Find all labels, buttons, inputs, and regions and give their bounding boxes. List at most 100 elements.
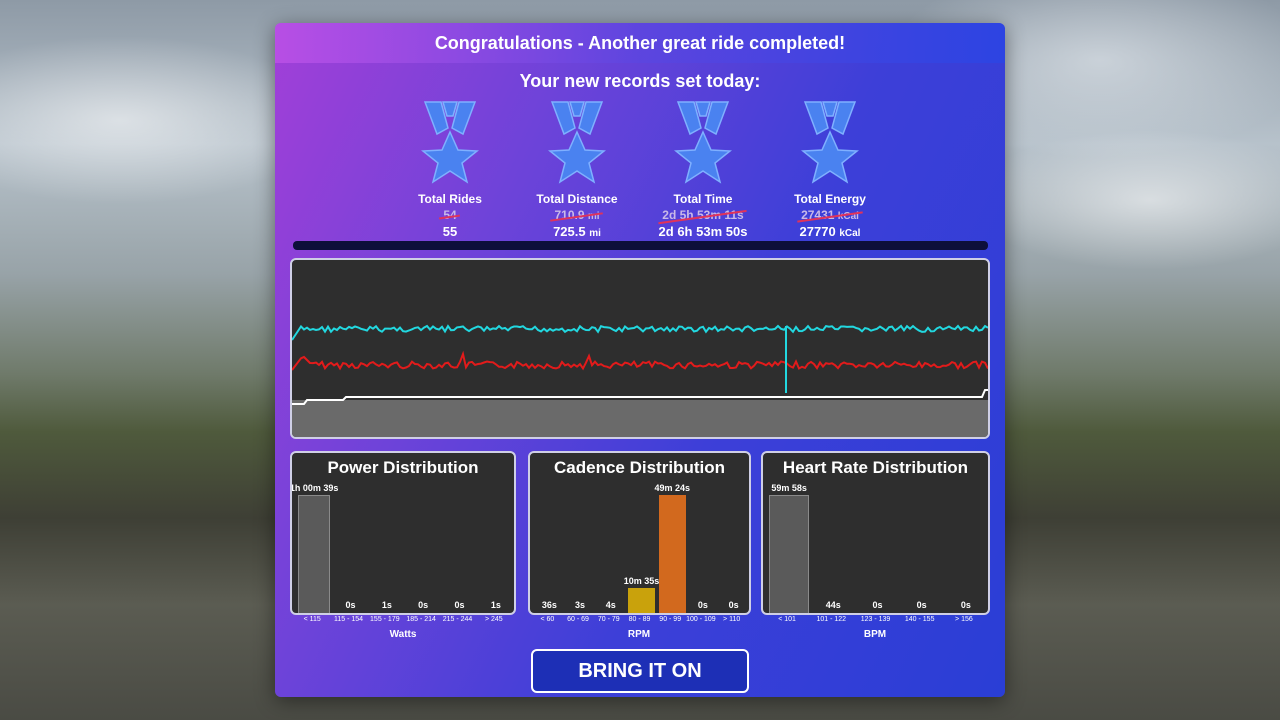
distribution-bar <box>597 612 624 613</box>
distribution-bar <box>443 612 475 613</box>
distribution-bar-value: 44s <box>825 600 841 610</box>
distribution-bar <box>334 612 366 613</box>
distribution-bar <box>298 495 331 613</box>
record-new-value: 55 <box>442 224 458 239</box>
cadence-line <box>292 324 988 341</box>
record-total-energy: Total Energy 27431 kCal 27770 kCal <box>760 98 900 239</box>
cadence-distribution-title: Cadence Distribution <box>554 458 725 477</box>
distribution-bar <box>536 612 563 613</box>
distribution-bar <box>407 612 439 613</box>
distribution-bar-value: 0s <box>345 600 356 610</box>
record-old-value: 2d 5h 53m 11s <box>662 208 744 222</box>
distribution-bar <box>946 612 986 613</box>
distribution-category: 90 - 99 <box>659 616 682 623</box>
distribution-bar <box>769 495 810 613</box>
power-bars: 1h 00m 39s 0s 1s 0s 0s 1s <box>292 453 514 613</box>
medal-icon <box>549 101 605 183</box>
distribution-bar-value: 59m 58s <box>771 483 807 493</box>
distribution-bar-value: 1s <box>490 600 501 610</box>
heart-rate-bars: 59m 58s 44s 0s 0s 0s <box>763 453 988 613</box>
distribution-bar <box>628 587 655 613</box>
power-distribution-title: Power Distribution <box>327 458 479 477</box>
distribution-bar-value: 1h 00m 39s <box>290 483 339 493</box>
heart-rate-unit: BPM <box>863 629 887 640</box>
medal-icon <box>675 101 731 183</box>
distribution-category: 140 - 155 <box>904 616 935 623</box>
record-old-value: 27431 kCal <box>801 208 859 222</box>
record-new-value: 725.5 mi <box>553 224 601 239</box>
distribution-category: 123 - 139 <box>860 616 891 623</box>
distribution-bar-value: 0s <box>916 600 927 610</box>
record-total-distance: Total Distance 710.9 mi 725.5 mi <box>507 98 647 239</box>
power-line <box>292 350 988 371</box>
record-old-value: 710.9 mi <box>554 208 600 222</box>
elevation-fill <box>292 400 988 437</box>
distribution-bar <box>480 612 512 613</box>
distribution-category: 115 - 154 <box>333 616 364 623</box>
elevation-line <box>292 389 988 405</box>
record-label: Total Rides <box>418 192 482 206</box>
cadence-categories: < 60 60 - 69 70 - 79 80 - 89 90 - 99 100 - 10… <box>528 616 751 630</box>
distribution-category: > 110 <box>723 616 741 623</box>
record-total-time: Total Time 2d 5h 53m 11s 2d 6h 53m 50s <box>633 98 773 239</box>
distribution-bar <box>690 612 717 613</box>
distribution-category: 155 - 179 <box>370 616 400 623</box>
ride-summary-panel: Congratulations - Another great ride com… <box>275 23 1005 697</box>
distribution-bar-value: 49m 24s <box>654 483 690 493</box>
distribution-bar <box>902 612 942 613</box>
distribution-category: 70 - 79 <box>597 616 620 623</box>
power-distribution: Power Distribution 1h 00m 39s 0s 1s 0s 0s 1s <box>290 451 516 615</box>
distribution-bar-value: 1s <box>381 600 392 610</box>
record-old-value: 54 <box>443 208 457 222</box>
distribution-bar <box>857 612 897 613</box>
distribution-bar-value: 0s <box>697 600 708 610</box>
distribution-bar-value: 10m 35s <box>623 575 660 586</box>
distribution-bar <box>567 612 594 613</box>
distribution-bar-value: 0s <box>960 600 971 610</box>
records-title: Your new records set today: <box>519 71 761 91</box>
ride-graph-svg <box>292 324 988 437</box>
distribution-category: 80 - 89 <box>628 616 651 623</box>
distribution-category: > 245 <box>484 616 503 623</box>
progress-divider <box>293 241 988 250</box>
distribution-bar <box>720 612 747 613</box>
cadence-distribution: Cadence Distribution 36s 3s 4s 10m 35s 49m 2… <box>528 451 751 615</box>
distribution-category: 215 - 244 <box>442 616 473 623</box>
records-row: Total Rides 54 55 Total Distance 710.9 m… <box>275 98 1005 243</box>
distribution-category: 100 - 109 <box>686 616 716 623</box>
record-label: Total Time <box>673 192 733 206</box>
distribution-bar <box>813 612 853 613</box>
distribution-category: < 101 <box>778 616 796 623</box>
ride-graph <box>290 258 990 439</box>
distribution-category: 185 - 214 <box>406 616 436 623</box>
cadence-unit: RPM <box>627 629 651 640</box>
distribution-category: > 156 <box>955 616 973 623</box>
heart-rate-distribution: Heart Rate Distribution 59m 58s 44s 0s 0s 0s <box>761 451 990 615</box>
distribution-bar-value: 3s <box>575 600 586 610</box>
distribution-category: 60 - 69 <box>567 616 589 623</box>
distribution-bar-value: 0s <box>418 600 429 610</box>
distribution-category: 101 - 122 <box>816 616 847 623</box>
distribution-bar-value: 36s <box>541 600 557 610</box>
power-categories: < 115 115 - 154 155 - 179 185 - 214 215 - 24… <box>290 616 516 630</box>
distribution-bar-value: 0s <box>728 600 739 610</box>
distribution-bar <box>658 495 686 613</box>
heart-rate-categories: < 101 101 - 122 123 - 139 140 - 155 > 156 <box>761 616 990 630</box>
cadence-bars: 36s 3s 4s 10m 35s 49m 24s 0s 0s <box>530 453 749 613</box>
distribution-bar <box>371 612 403 613</box>
heart-rate-distribution-title: Heart Rate Distribution <box>782 458 969 477</box>
distribution-bar-value: 0s <box>454 600 465 610</box>
medal-icon <box>422 101 478 183</box>
record-new-value: 2d 6h 53m 50s <box>658 224 748 239</box>
record-new-value: 27770 kCal <box>799 224 861 239</box>
distribution-bar-value: 4s <box>605 600 616 610</box>
distribution-bar-value: 0s <box>872 600 883 610</box>
record-total-rides: Total Rides 54 55 <box>380 98 520 239</box>
medal-icon <box>802 101 858 183</box>
panel-title: Congratulations - Another great ride com… <box>275 23 1005 63</box>
distribution-category: < 115 <box>303 616 321 623</box>
record-label: Total Distance <box>536 192 618 206</box>
record-label: Total Energy <box>794 192 866 206</box>
distribution-category: < 60 <box>540 616 555 623</box>
bring-it-on-button[interactable]: BRING IT ON <box>531 649 749 693</box>
